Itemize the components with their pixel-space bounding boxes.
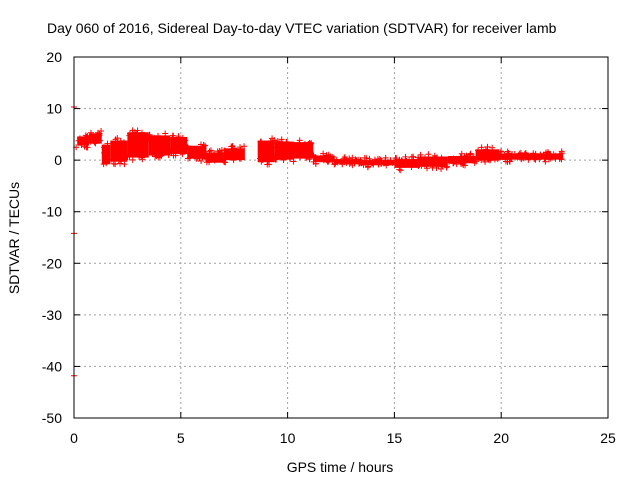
- x-tick-label: 20: [493, 430, 509, 446]
- data-band: [221, 143, 248, 166]
- band-markers: [417, 151, 450, 172]
- band-markers: [203, 147, 227, 166]
- band-core: [127, 132, 149, 158]
- data-band: [291, 137, 317, 163]
- x-tick-label: 5: [177, 430, 185, 446]
- data-band: [146, 130, 173, 161]
- band-markers: [392, 153, 422, 174]
- data-band: [359, 154, 396, 171]
- band-markers: [291, 137, 317, 163]
- band-markers: [124, 127, 152, 163]
- data-band: [271, 136, 297, 165]
- data-band: [473, 143, 501, 165]
- x-tick-label: 15: [387, 430, 403, 446]
- data-band: [496, 148, 525, 165]
- chart-title: Day 060 of 2016, Sidereal Day-to-day VTE…: [47, 20, 557, 36]
- data-band: [310, 150, 338, 168]
- data-band: [184, 141, 210, 165]
- y-tick-label: -40: [42, 358, 62, 374]
- grid: [74, 57, 608, 418]
- y-tick-label: 0: [54, 152, 62, 168]
- band-core: [274, 141, 295, 160]
- band-markers: [473, 143, 501, 165]
- band-markers: [146, 130, 173, 161]
- data-band: [124, 127, 152, 163]
- band-core: [522, 153, 564, 160]
- x-axis-label: GPS time / hours: [287, 459, 394, 475]
- data-band: [108, 135, 128, 168]
- data-band: [446, 150, 478, 169]
- data-band: [75, 132, 91, 151]
- data-band: [257, 135, 278, 168]
- band-markers: [87, 127, 105, 147]
- data-band: [392, 153, 422, 174]
- band-markers: [221, 143, 248, 166]
- band-markers: [446, 150, 478, 169]
- band-core: [420, 156, 448, 167]
- data-band: [519, 148, 565, 165]
- data-band: [100, 140, 111, 168]
- band-markers: [168, 132, 189, 159]
- plot-frame: [73, 56, 609, 419]
- band-markers: [310, 150, 338, 168]
- band-core: [77, 136, 89, 146]
- data-band: [87, 127, 105, 147]
- band-core: [223, 148, 245, 161]
- y-tick-label: -10: [42, 204, 62, 220]
- band-core: [334, 159, 363, 164]
- band-markers: [108, 135, 128, 168]
- band-core: [88, 133, 102, 144]
- y-tick-label: -50: [42, 410, 62, 426]
- data-band: [203, 147, 227, 166]
- data-band: [168, 132, 189, 159]
- band-markers: [100, 140, 111, 168]
- x-tick-label: 0: [70, 430, 78, 446]
- y-tick-label: -30: [42, 307, 62, 323]
- band-markers: [359, 154, 396, 171]
- data-band: [417, 151, 450, 172]
- x-tick-label: 25: [600, 430, 616, 446]
- y-tick-label: 20: [46, 49, 62, 65]
- data-layer: [71, 104, 565, 379]
- y-tick-label: -20: [42, 255, 62, 271]
- y-axis-label: SDTVAR / TECUs: [6, 182, 22, 294]
- band-markers: [519, 148, 565, 165]
- axes: 0 5 10 15 20 25 -50 -40 -30 -20 -10 0 10 20: [42, 49, 616, 446]
- x-tick-label: 10: [280, 430, 296, 446]
- data-band: [332, 154, 365, 169]
- y-tick-label: 10: [46, 101, 62, 117]
- band-core: [394, 159, 421, 168]
- band-markers: [257, 135, 278, 168]
- band-markers: [271, 136, 297, 165]
- band-markers: [75, 132, 91, 151]
- band-markers: [184, 141, 210, 165]
